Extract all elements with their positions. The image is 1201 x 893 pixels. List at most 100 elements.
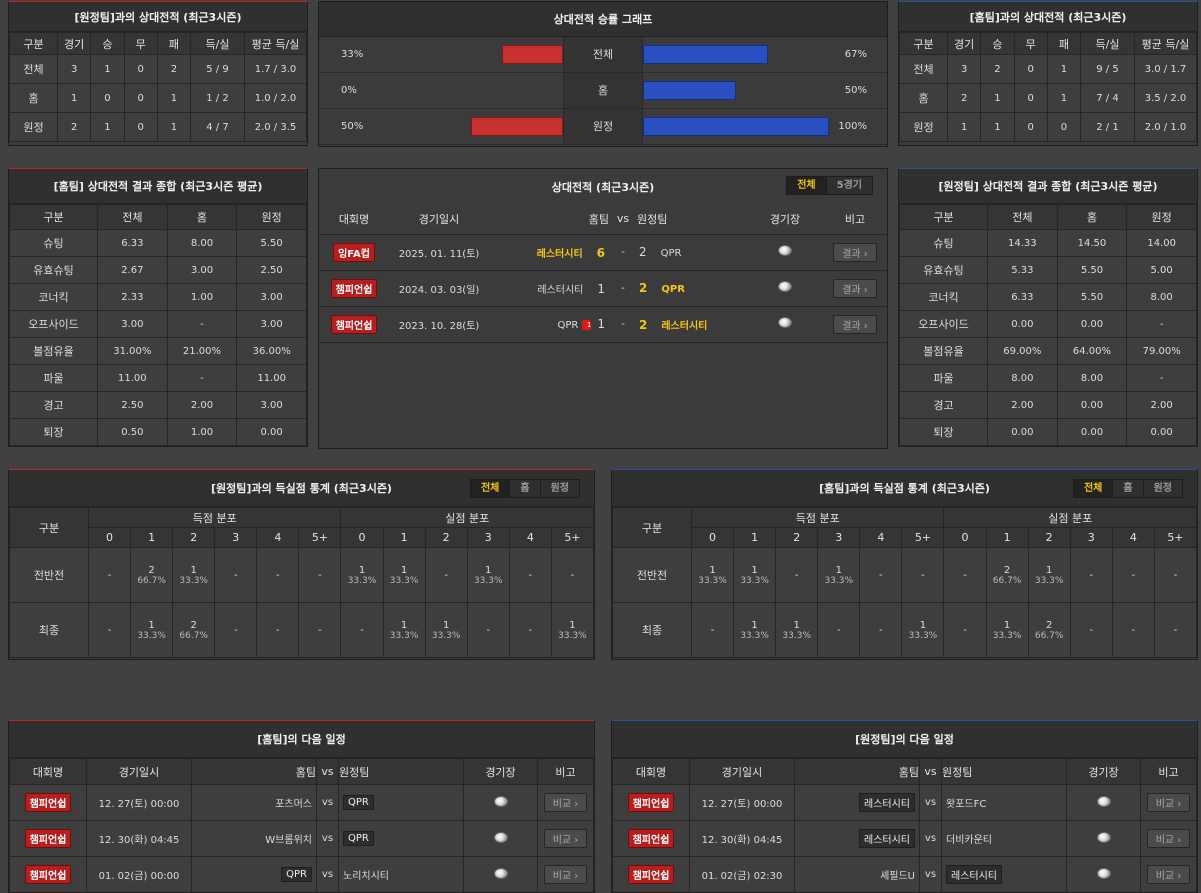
compare-button[interactable]: 비교 › — [543, 793, 588, 812]
percent-value: 66.7% — [992, 575, 1022, 586]
conceded-cell: 1 33.3% — [382, 602, 426, 658]
count-value: - — [879, 569, 883, 581]
count-value: - — [710, 624, 715, 636]
header-row: 구분 경기 승 무 패 득/실 평균 득/실 — [9, 32, 307, 55]
stat-cell: 69.00% — [987, 337, 1058, 365]
compare-button[interactable]: 비교 › — [1146, 865, 1191, 884]
scored-cell: - — [256, 547, 300, 603]
compare-button[interactable]: 비교 › — [1146, 793, 1191, 812]
h2h-table: 구분 경기 승 무 패 득/실 평균 득/실 전체 3 1 0 2 5 / 9 1.7 / 3.0 홈 1 0 0… — [9, 32, 307, 142]
toggle-all[interactable]: 전체 — [1073, 480, 1113, 497]
count-value: 2 — [1045, 619, 1053, 631]
count-value: - — [794, 569, 799, 581]
scored-cell: - — [901, 547, 945, 603]
scored-cell: 1 33.3% — [733, 602, 777, 658]
next-away-panel: [원정팀]의 다음 일정 대회명 경기일시 홈팀 vs 원정팀 경기장 비고 챔피언쉽 12. … — [611, 720, 1198, 893]
compare-button[interactable]: 비교 › — [1146, 829, 1191, 848]
toggle-home[interactable]: 홈 — [509, 480, 540, 497]
goal-count-header: 3 — [1069, 527, 1113, 548]
result-button[interactable]: 결과 › — [833, 278, 877, 298]
header-row: 구분 전체 홈 원정 — [9, 204, 307, 230]
conceded-cell: 2 66.7% — [985, 547, 1029, 603]
table-row: 경고 2.00 0.00 2.00 — [899, 391, 1197, 419]
compare-button[interactable]: 비교 › — [543, 829, 588, 848]
stadium-cell — [1066, 820, 1141, 857]
stadium-cell — [747, 234, 823, 271]
stat-cell: 1 — [56, 83, 92, 113]
column-header: 경기장 — [463, 758, 538, 785]
result-button[interactable]: 결과 › — [833, 242, 877, 262]
column-header: vs — [609, 204, 637, 235]
compare-button[interactable]: 비교 › — [543, 865, 588, 884]
count-value: - — [921, 569, 925, 581]
stat-cell: 2 — [56, 112, 92, 142]
date-cell: 2023. 10. 28(토) — [389, 306, 489, 343]
toggle-5games[interactable]: 5경기 — [825, 177, 872, 194]
toggle-away[interactable]: 원정 — [539, 480, 579, 497]
result-cell: 결과 › — [823, 306, 887, 343]
left-bar — [502, 45, 563, 64]
stat-cell: 0 — [1013, 54, 1048, 84]
stat-cell: 1 — [980, 112, 1015, 142]
stat-cell: 2.00 — [166, 391, 238, 419]
competition-cell: 잉FA컵 — [319, 234, 389, 271]
conceded-cell: - — [508, 547, 552, 603]
stat-cell: 2.00 — [987, 391, 1058, 419]
panel-title: [원정팀]과의 득실점 통계 (최근3시즌) 전체 홈 원정 — [9, 470, 594, 507]
row-label: 볼점유율 — [9, 337, 98, 365]
table-row: 슈팅 6.33 8.00 5.50 — [9, 229, 307, 257]
left-bar — [471, 117, 563, 136]
conceded-header: 실점 분포 — [943, 507, 1197, 528]
column-header: 경기장 — [1066, 758, 1141, 785]
count-value: - — [1089, 624, 1094, 636]
stat-cell: 5 / 9 — [190, 54, 245, 84]
goal-count-header: 5+ — [1153, 527, 1197, 548]
row-label: 전반전 — [9, 547, 89, 603]
chevron-right-icon: › — [860, 284, 868, 296]
home-team: 레스터시티 — [859, 829, 915, 848]
compare-label: 비교 — [1155, 835, 1175, 846]
stat-cell: 1 — [946, 112, 982, 142]
toggle-away[interactable]: 원정 — [1142, 480, 1182, 497]
stat-cell: 5.00 — [1126, 256, 1197, 284]
percent-value: 66.7% — [1034, 630, 1064, 641]
stat-cell: 2.50 — [97, 391, 168, 419]
column-header: 무 — [123, 32, 158, 55]
table-row: 파울 8.00 8.00- — [899, 364, 1197, 392]
column-header: 대회명 — [319, 204, 389, 235]
stat-cell: 7 / 4 — [1080, 83, 1135, 113]
count-value: 1 — [400, 564, 408, 576]
stat-cell: 11.00 — [236, 364, 307, 392]
scored-cell: - — [859, 602, 903, 658]
toggle-all[interactable]: 전체 — [470, 480, 510, 497]
stat-cell: - — [1126, 364, 1197, 392]
stadium-icon — [778, 245, 792, 256]
result-button[interactable]: 결과 › — [833, 314, 877, 334]
home-cell: QPR 1 1 — [489, 306, 609, 343]
scored-cell: - — [214, 547, 258, 603]
away-team: 왓포드FC — [946, 799, 987, 810]
stat-cell: 21.00% — [166, 337, 238, 365]
compare-cell: 비교 › — [1140, 820, 1197, 857]
stadium-cell — [747, 270, 823, 307]
count-value: - — [1173, 624, 1178, 636]
column-header: 무 — [1013, 32, 1048, 55]
result-label: 결과 — [842, 248, 861, 260]
away-score: 2 — [639, 281, 648, 295]
stat-cell: 8.00 — [166, 229, 238, 257]
percent-value: 33.3% — [1034, 575, 1064, 586]
schedule-row: 챔피언쉽 12. 27(토) 00:00 레스터시티 vs 왓포드FC 비교 › — [612, 784, 1197, 821]
left-percent: 50% — [341, 121, 364, 132]
row-label: 오프사이드 — [899, 310, 988, 338]
conceded-cell: - — [943, 602, 987, 658]
competition-badge: 챔피언쉽 — [24, 829, 72, 848]
table-row: 퇴장 0.50 1.00 0.00 — [9, 418, 307, 446]
compare-label: 비교 — [1155, 871, 1175, 882]
toggle-all[interactable]: 전체 — [787, 177, 826, 194]
panel-title: 상대전적 승률 그래프 — [319, 2, 887, 37]
result-label: 결과 — [842, 320, 861, 332]
stadium-icon — [778, 317, 792, 328]
column-header: 득/실 — [190, 32, 245, 55]
toggle-home[interactable]: 홈 — [1112, 480, 1143, 497]
column-header: 홈 — [1056, 204, 1128, 230]
